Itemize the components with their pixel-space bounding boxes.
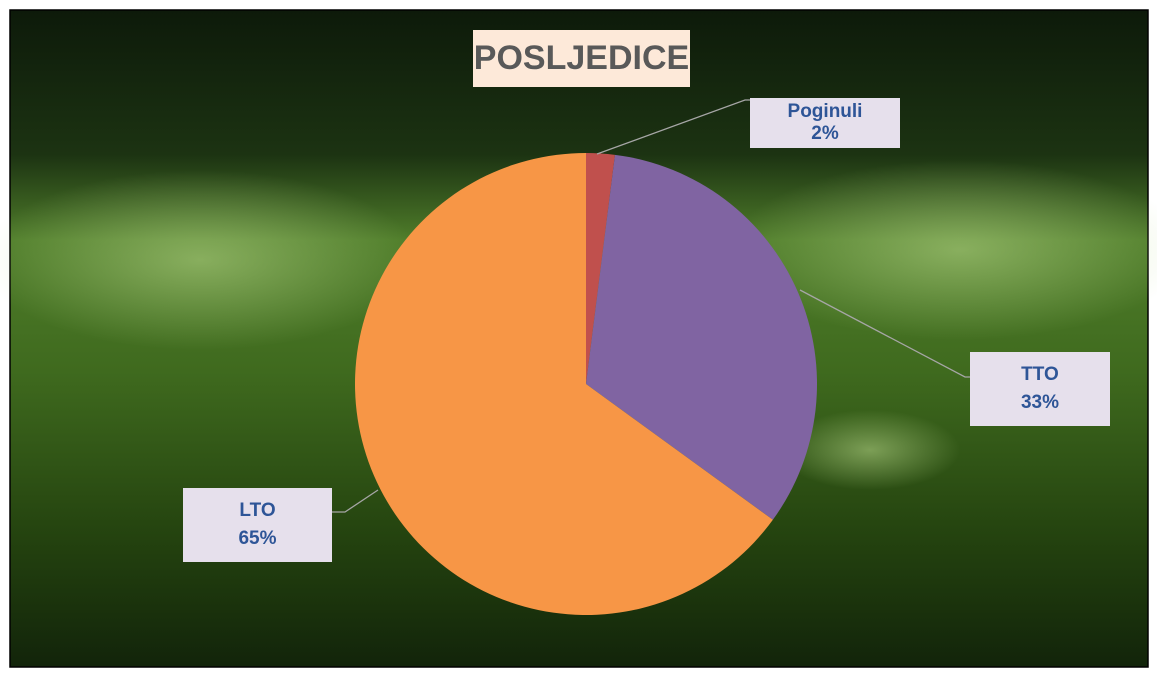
label-value: 65% [238,528,276,549]
chart-title: POSLJEDICE [474,39,689,77]
leader-line [596,99,750,155]
label-box [970,352,1110,426]
title-box [473,30,690,87]
label-name: LTO [239,500,275,521]
background-glow [780,410,960,490]
pie-slice [354,153,773,615]
label-value: 33% [1021,392,1059,413]
leader-line [332,489,379,513]
label-name: Poginuli [788,101,863,122]
pie [354,153,817,615]
pie-slice [586,154,817,520]
label-box [183,488,332,562]
pie-slice [586,153,615,384]
label-name: TTO [1021,364,1059,385]
label-box [750,98,900,148]
label-value: 2% [811,123,839,144]
leader-line [799,289,970,378]
background-glow [0,170,420,350]
background-glow [730,160,1157,340]
